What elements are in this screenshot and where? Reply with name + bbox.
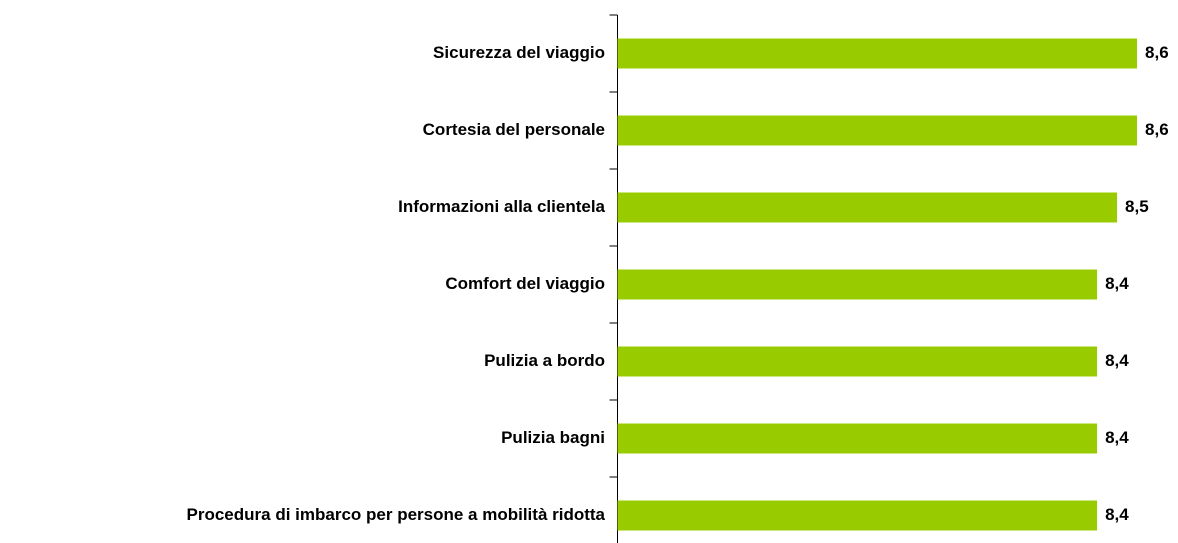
bar (617, 115, 1138, 146)
value-label: 8,6 (1145, 120, 1169, 139)
category-label: Sicurezza del viaggio (433, 43, 605, 62)
category-label: Comfort del viaggio (445, 274, 605, 293)
bar (617, 269, 1098, 300)
bar (617, 500, 1098, 531)
value-label: 8,4 (1105, 351, 1129, 370)
value-label: 8,4 (1105, 505, 1129, 524)
category-label: Procedura di imbarco per persone a mobil… (187, 505, 606, 524)
category-label: Informazioni alla clientela (398, 197, 605, 216)
category-label: Pulizia a bordo (484, 351, 605, 370)
bar (617, 346, 1098, 377)
value-label: 8,6 (1145, 43, 1169, 62)
category-label: Cortesia del personale (423, 120, 605, 139)
value-label: 8,4 (1105, 274, 1129, 293)
category-label: Pulizia bagni (501, 428, 605, 447)
bar (617, 423, 1098, 454)
value-label: 8,5 (1125, 197, 1149, 216)
bar (617, 192, 1118, 223)
bar (617, 38, 1138, 69)
value-label: 8,4 (1105, 428, 1129, 447)
